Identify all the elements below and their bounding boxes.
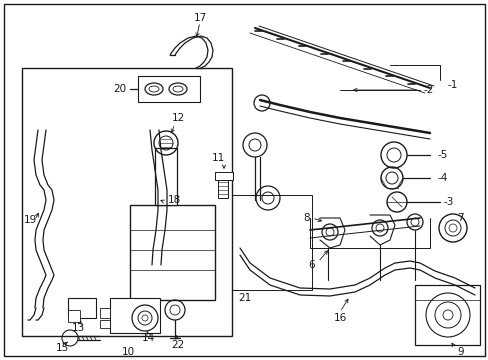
Text: 9: 9: [456, 347, 463, 357]
Text: -1: -1: [447, 80, 457, 90]
Text: 13: 13: [71, 323, 84, 333]
Bar: [68, 310, 80, 322]
Bar: [68, 298, 96, 318]
Text: 20: 20: [113, 84, 126, 94]
Bar: [215, 172, 232, 180]
Text: 15: 15: [55, 343, 68, 353]
Bar: [138, 76, 200, 102]
Bar: [218, 180, 227, 198]
Bar: [130, 205, 215, 300]
Bar: [100, 320, 110, 328]
Text: 14: 14: [141, 333, 154, 343]
Text: 19: 19: [24, 215, 37, 225]
Bar: [22, 68, 231, 336]
Text: 18: 18: [168, 195, 181, 205]
Text: 8: 8: [303, 213, 309, 223]
Bar: [155, 148, 177, 205]
Bar: [414, 285, 479, 345]
Text: 6: 6: [308, 260, 315, 270]
Text: 16: 16: [333, 313, 346, 323]
Text: -3: -3: [442, 197, 452, 207]
Bar: [110, 298, 160, 333]
Text: 21: 21: [238, 293, 251, 303]
Text: 10: 10: [121, 347, 134, 357]
Text: -2: -2: [422, 85, 432, 95]
Text: 11: 11: [211, 153, 224, 163]
Text: 22: 22: [171, 340, 184, 350]
Text: 17: 17: [193, 13, 206, 23]
Bar: [100, 308, 110, 318]
Text: -5: -5: [437, 150, 447, 160]
Bar: [231, 195, 311, 290]
Text: -4: -4: [437, 173, 447, 183]
Text: 12: 12: [171, 113, 184, 123]
Text: 7: 7: [456, 213, 463, 223]
